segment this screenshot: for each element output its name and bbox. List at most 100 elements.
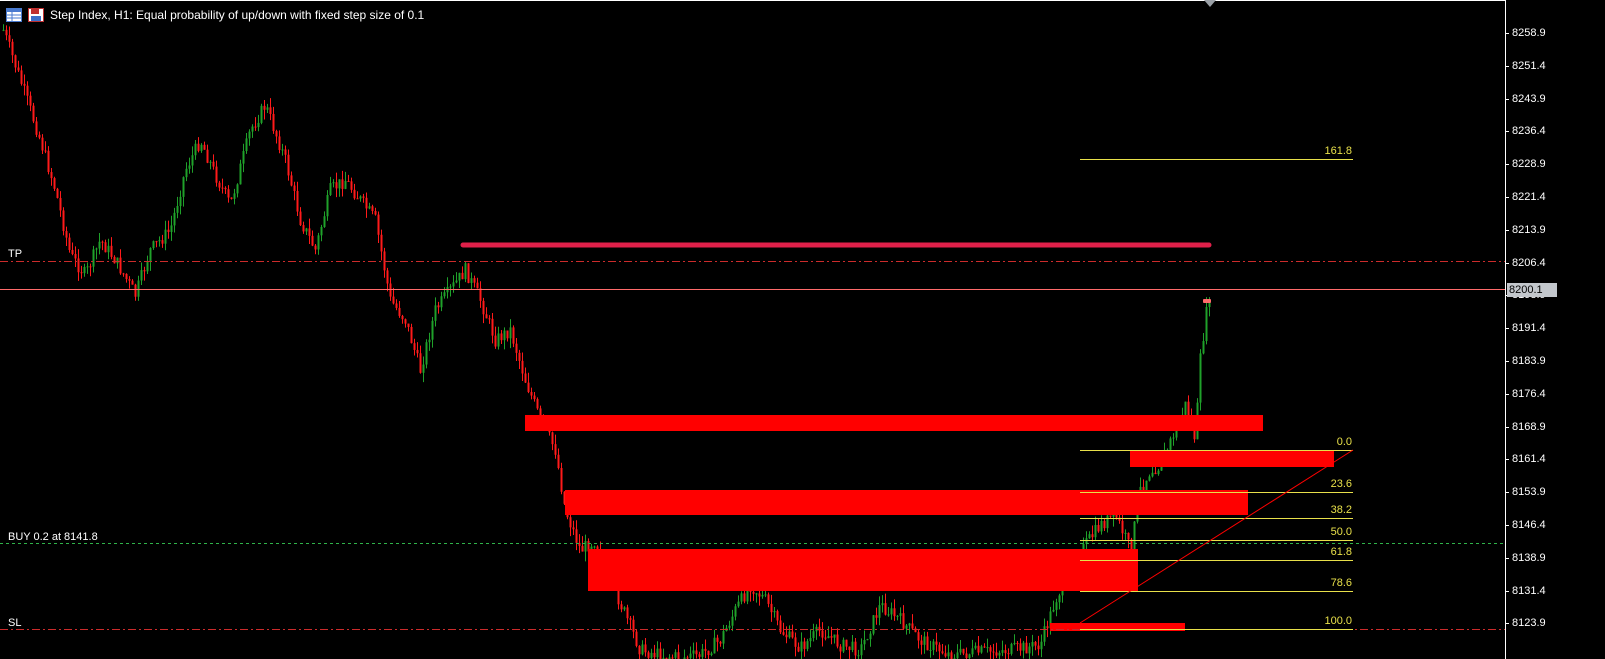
candle-body <box>980 646 983 653</box>
candle-body <box>860 644 863 656</box>
candle-body <box>1184 401 1187 415</box>
candle-body <box>365 197 368 209</box>
candle-body <box>77 258 80 273</box>
fib-level-label: 0.0 <box>1336 436 1352 448</box>
candle-body <box>269 107 272 114</box>
candle-body <box>110 245 113 257</box>
candle-body <box>104 242 107 253</box>
candle-body <box>743 593 746 602</box>
overlay-lines <box>0 159 1505 630</box>
candle-body <box>431 320 434 340</box>
candle-body <box>677 652 680 659</box>
candle-body <box>227 189 230 198</box>
candle-body <box>95 248 98 250</box>
candle-body <box>1028 646 1031 654</box>
candle-body <box>1175 424 1178 438</box>
save-chart-icon[interactable] <box>28 8 44 22</box>
candle-body <box>131 280 134 285</box>
candle-body <box>767 594 770 604</box>
candle-body <box>596 546 599 550</box>
candle-body <box>464 263 467 280</box>
candle-body <box>935 641 938 645</box>
candle-body <box>395 303 398 308</box>
candle-body <box>809 637 812 642</box>
candle-body <box>158 240 161 242</box>
candle-body <box>650 652 653 658</box>
candle-body <box>674 652 677 658</box>
candle-body <box>473 278 476 283</box>
candle-body <box>1001 650 1004 653</box>
candle-body <box>332 182 335 184</box>
candle-body <box>563 491 566 504</box>
candle-body <box>470 278 473 283</box>
candlestick-series <box>2 24 1211 659</box>
candle-body <box>830 636 833 638</box>
candle-body <box>1193 424 1196 440</box>
candle-body <box>713 637 716 654</box>
candle-body <box>128 279 131 281</box>
candle-body <box>272 113 275 132</box>
candle-body <box>752 591 755 594</box>
candle-body <box>428 339 431 343</box>
candle-body <box>878 605 881 618</box>
candle-body <box>236 184 239 194</box>
candle-body <box>497 333 500 347</box>
candle-body <box>50 172 53 179</box>
candle-body <box>896 615 899 617</box>
candle-body <box>173 212 176 226</box>
candle-body <box>119 257 122 274</box>
candle-body <box>944 653 947 657</box>
candle-body <box>779 620 782 633</box>
candle-body <box>1058 595 1061 603</box>
candle-body <box>209 161 212 163</box>
candle-body <box>755 593 758 595</box>
candle-body <box>1022 642 1025 651</box>
candle-body <box>962 648 965 654</box>
candle-body <box>56 188 59 198</box>
candle-body <box>197 143 200 151</box>
candle-body <box>152 241 155 249</box>
candle-body <box>653 652 656 658</box>
candle-body <box>686 657 689 659</box>
candle-body <box>377 214 380 235</box>
candle-body <box>488 318 491 320</box>
candle-body <box>623 607 626 610</box>
price-axis-tick-mark <box>1505 492 1509 494</box>
price-axis-tick: 8176.4 <box>1512 387 1546 400</box>
candle-body <box>992 651 995 653</box>
candle-body <box>179 196 182 207</box>
candle-body <box>746 589 749 602</box>
candle-body <box>908 623 911 626</box>
candle-body <box>53 178 56 189</box>
fib-level-label: 23.6 <box>1330 478 1352 490</box>
price-axis-tick: 8221.4 <box>1512 191 1546 203</box>
demand-zone <box>1050 623 1185 631</box>
candle-body <box>818 626 821 631</box>
candle-body <box>188 165 191 169</box>
candle-body <box>899 613 902 616</box>
price-axis-tick-mark <box>1505 65 1509 67</box>
fib-trend-line <box>1079 449 1354 624</box>
candle-body <box>407 323 410 327</box>
candle-body <box>176 206 179 213</box>
candle-body <box>5 29 8 36</box>
candle-body <box>521 360 524 374</box>
candle-body <box>113 256 116 264</box>
candle-body <box>1199 353 1202 403</box>
chart-grid-icon[interactable] <box>6 8 22 22</box>
candle-body <box>911 623 914 629</box>
price-axis-tick-mark <box>1505 525 1509 526</box>
candle-body <box>509 327 512 339</box>
chart-shift-marker-icon[interactable] <box>1204 0 1216 7</box>
candle-body <box>38 134 41 138</box>
price-axis-tick: 8206.4 <box>1512 256 1546 269</box>
candle-body <box>791 631 794 638</box>
candle-body <box>1010 643 1013 654</box>
candle-body <box>593 546 596 548</box>
candle-body <box>959 648 962 653</box>
price-axis-tick: 8236.4 <box>1512 125 1546 138</box>
candle-body <box>947 652 950 657</box>
candle-body <box>11 41 14 56</box>
candle-body <box>836 634 839 647</box>
